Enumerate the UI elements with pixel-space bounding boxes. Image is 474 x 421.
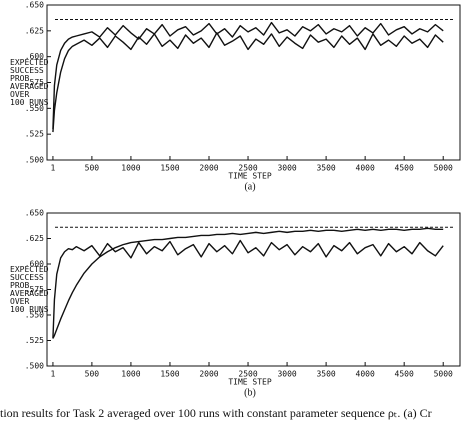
y-axis-label: SUCCESS [10, 66, 44, 75]
x-axis-label: TIME STEP [228, 172, 272, 181]
y-tick-label: .650 [25, 209, 44, 218]
x-tick-label: 500 [85, 164, 100, 173]
x-tick-label: 500 [85, 370, 100, 379]
data-line [52, 32, 444, 133]
x-tick-label: 1000 [121, 164, 140, 173]
y-tick-label: .575 [25, 285, 44, 294]
x-tick-label: 3500 [316, 164, 335, 173]
y-axis-label: 100 RUNS [10, 305, 49, 314]
y-tick-label: .600 [25, 52, 44, 61]
y-axis-label: EXPECTED [10, 58, 49, 67]
x-tick-label: 3000 [277, 164, 296, 173]
y-axis-label: PROB [10, 281, 29, 290]
y-axis-label: EXPECTED [10, 265, 49, 274]
panel-label: (a) [244, 181, 255, 192]
y-axis-label: OVER [10, 90, 29, 99]
y-axis-label: PROB [10, 74, 29, 83]
x-tick-label: 1500 [160, 164, 179, 173]
panel-label: (b) [244, 387, 256, 398]
x-tick-label: 4000 [356, 370, 375, 379]
caption: tion results for Task 2 averaged over 10… [0, 406, 432, 420]
x-tick-label: 2000 [199, 164, 218, 173]
x-tick-label: 4500 [395, 164, 414, 173]
x-tick-label: 3000 [277, 370, 296, 379]
y-axis-label: AVERAGED [10, 289, 49, 298]
y-tick-label: .575 [25, 78, 44, 87]
x-tick-label: 2500 [238, 370, 257, 379]
y-tick-label: .625 [25, 26, 44, 35]
x-tick-label: 2000 [199, 370, 218, 379]
x-tick-label: 1 [51, 370, 56, 379]
y-tick-label: .650 [25, 1, 44, 10]
y-axis-label: OVER [10, 297, 29, 306]
y-axis-label: AVERAGED [10, 82, 49, 91]
x-tick-label: 1000 [121, 370, 140, 379]
x-tick-label: 4000 [356, 164, 375, 173]
x-tick-label: 3500 [316, 370, 335, 379]
x-tick-label: 5000 [434, 164, 453, 173]
y-axis-label: SUCCESS [10, 273, 44, 282]
data-line [52, 239, 444, 339]
y-axis-label: 100 RUNS [10, 98, 49, 107]
y-tick-label: .550 [25, 311, 44, 320]
data-line [52, 21, 444, 130]
x-tick-label: 2500 [238, 164, 257, 173]
x-tick-label: 5000 [434, 370, 453, 379]
y-tick-label: .525 [25, 336, 44, 345]
y-tick-label: .500 [25, 362, 44, 371]
y-tick-label: .525 [25, 130, 44, 139]
y-tick-label: .600 [25, 260, 44, 269]
data-line [52, 227, 444, 339]
y-tick-label: .625 [25, 234, 44, 243]
plot-frame [46, 212, 461, 367]
y-tick-label: .500 [25, 156, 44, 165]
x-tick-label: 4500 [395, 370, 414, 379]
x-tick-label: 1 [51, 164, 56, 173]
x-axis-label: TIME STEP [228, 378, 272, 387]
y-tick-label: .550 [25, 104, 44, 113]
x-tick-label: 1500 [160, 370, 179, 379]
